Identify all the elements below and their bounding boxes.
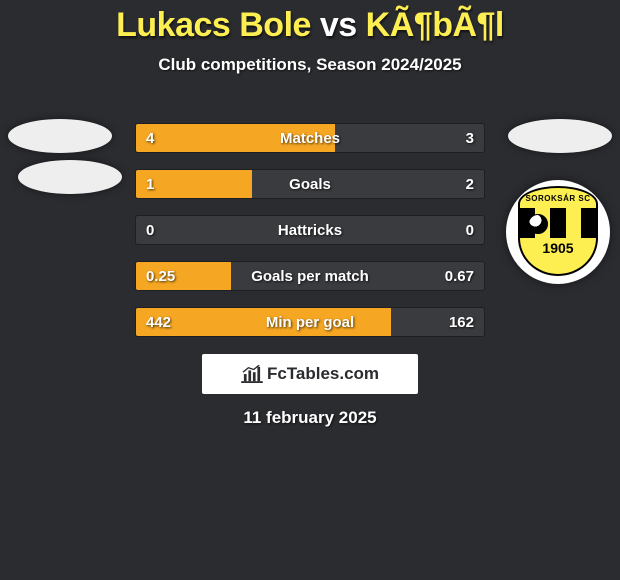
comparison-chart: 4Matches3 1Goals2 0Hattricks0 0.25Goals per… xyxy=(135,123,485,353)
crest-shield: SOROKSÁR SC 1905 xyxy=(518,186,598,278)
value-right: 3 xyxy=(466,124,474,152)
row-label: Min per goal xyxy=(136,308,484,336)
player1-badge-placeholder-2 xyxy=(16,160,124,194)
crest-stripe xyxy=(566,208,581,240)
placeholder-ellipse xyxy=(508,119,612,153)
placeholder-ellipse xyxy=(18,160,122,194)
value-right: 0 xyxy=(466,216,474,244)
chart-icon xyxy=(241,365,263,383)
value-right: 162 xyxy=(449,308,474,336)
attribution-badge: FcTables.com xyxy=(202,354,418,394)
row-label: Goals per match xyxy=(136,262,484,290)
row-label: Hattricks xyxy=(136,216,484,244)
stat-row: 4Matches3 xyxy=(135,123,485,153)
crest-stripe xyxy=(581,208,596,240)
vs-label: vs xyxy=(320,6,357,44)
soccer-ball-icon xyxy=(528,214,548,234)
date-label: 11 february 2025 xyxy=(0,408,620,428)
crest-year: 1905 xyxy=(518,238,598,276)
crest-top-text: SOROKSÁR SC xyxy=(518,186,598,210)
row-label: Goals xyxy=(136,170,484,198)
row-label: Matches xyxy=(136,124,484,152)
value-right: 2 xyxy=(466,170,474,198)
stat-row: 442Min per goal162 xyxy=(135,307,485,337)
stat-row: 0Hattricks0 xyxy=(135,215,485,245)
stat-row: 0.25Goals per match0.67 xyxy=(135,261,485,291)
subtitle: Club competitions, Season 2024/2025 xyxy=(0,55,620,75)
attribution-text: FcTables.com xyxy=(267,364,379,384)
placeholder-ellipse xyxy=(8,119,112,153)
player2-badge-placeholder xyxy=(506,82,614,190)
stat-row: 1Goals2 xyxy=(135,169,485,199)
crest-stripe xyxy=(550,208,565,240)
club-crest: SOROKSÁR SC 1905 xyxy=(506,180,610,284)
value-right: 0.67 xyxy=(445,262,474,290)
player2-name: KÃ¶bÃ¶l xyxy=(366,6,504,44)
page-title: Lukacs Bole vs KÃ¶bÃ¶l xyxy=(0,0,620,45)
player1-name: Lukacs Bole xyxy=(116,6,311,44)
